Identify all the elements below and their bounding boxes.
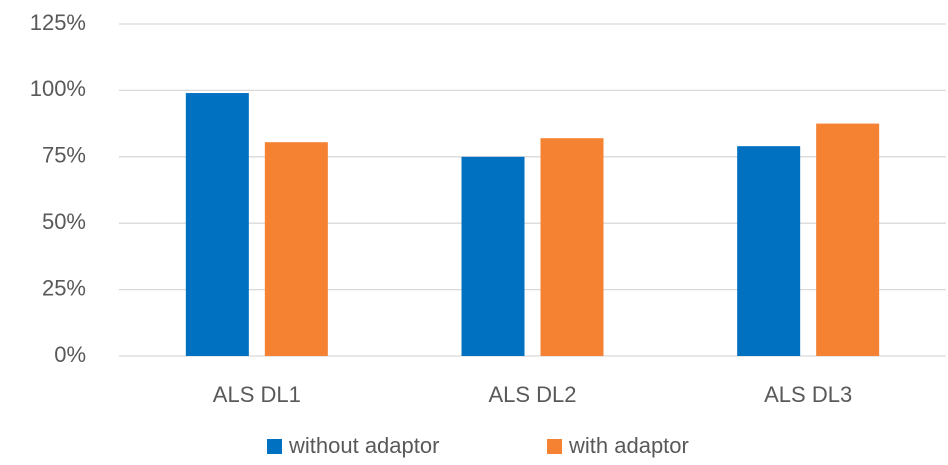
legend-swatch bbox=[547, 439, 562, 454]
legend-label: with adaptor bbox=[568, 433, 689, 458]
y-tick-label: 125% bbox=[30, 10, 86, 35]
y-tick-label: 0% bbox=[54, 342, 86, 367]
x-tick-label: ALS DL2 bbox=[488, 382, 576, 407]
bar bbox=[185, 93, 249, 356]
bar bbox=[264, 142, 328, 356]
bar bbox=[816, 123, 880, 356]
bar bbox=[737, 146, 801, 356]
y-tick-label: 25% bbox=[42, 275, 86, 300]
y-tick-label: 75% bbox=[42, 143, 86, 168]
bar bbox=[540, 138, 604, 356]
x-tick-label: ALS DL1 bbox=[213, 382, 301, 407]
legend-swatch bbox=[267, 439, 282, 454]
y-tick-label: 100% bbox=[30, 76, 86, 101]
y-tick-label: 50% bbox=[42, 209, 86, 234]
x-tick-label: ALS DL3 bbox=[764, 382, 852, 407]
bar bbox=[461, 156, 525, 356]
legend-label: without adaptor bbox=[288, 433, 439, 458]
